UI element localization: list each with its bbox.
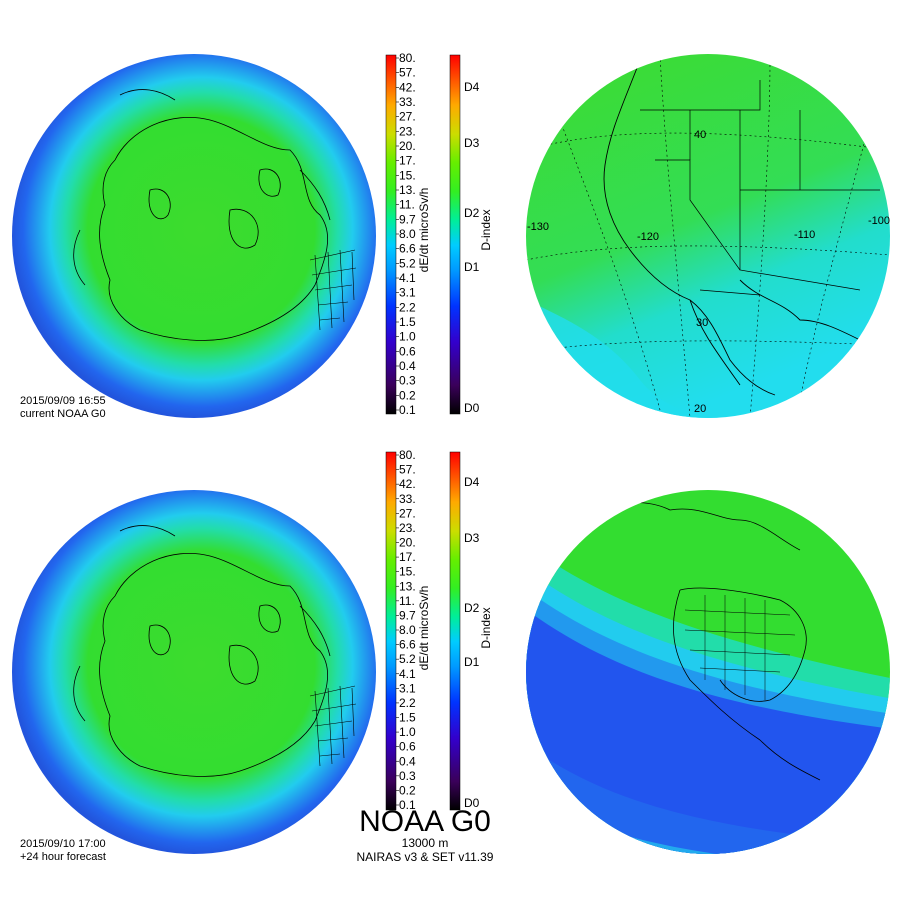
colorbar-tick-label: 2.2 bbox=[399, 696, 416, 710]
timestamp-forecast: 2015/09/10 17:00 +24 hour forecast bbox=[20, 838, 106, 864]
lat-label: 40 bbox=[694, 129, 706, 141]
colorbar-tick-label: 5.2 bbox=[399, 652, 416, 666]
regional-state-borders bbox=[640, 80, 880, 296]
colorbar-tick-label: 2.2 bbox=[399, 300, 416, 314]
footer-altitude: 13000 m bbox=[401, 836, 449, 850]
regional-graticule bbox=[526, 54, 890, 418]
colorbar-tick-label: 3.1 bbox=[399, 286, 416, 300]
dindex-tick-label: D3 bbox=[464, 136, 480, 150]
colorbar-tick-label: 33. bbox=[399, 492, 416, 506]
colorbar-tick-label: 5.2 bbox=[399, 256, 416, 270]
colorbar-tick-label: 4.1 bbox=[399, 667, 416, 681]
colorbar-tick-label: 80. bbox=[399, 51, 416, 65]
dindex-tick-label: D2 bbox=[464, 206, 480, 220]
colorbar-tick-label: 42. bbox=[399, 80, 416, 94]
polar-globe-current bbox=[12, 54, 376, 418]
colorbar-tick-label: 0.2 bbox=[399, 388, 416, 402]
colorbar-tick-label: 8.0 bbox=[399, 623, 416, 637]
colorbar-tick-label: 1.0 bbox=[399, 330, 416, 344]
dindex-tick-label: D4 bbox=[464, 80, 480, 94]
colorbar-tick-label: 11. bbox=[399, 198, 415, 212]
colorbar-tick-label: 27. bbox=[399, 506, 416, 520]
regional-globe-current bbox=[526, 54, 890, 418]
colorbar-tick-label: 0.6 bbox=[399, 740, 416, 754]
colorbar-tick-label: 15. bbox=[399, 565, 416, 579]
colorbar-tick-label: 20. bbox=[399, 139, 416, 153]
dindex-tick-label: D0 bbox=[464, 401, 480, 415]
lon-label: -100 bbox=[868, 215, 890, 227]
dindex-colorbar-label: D-index bbox=[479, 209, 493, 250]
colorbar-tick-label: 8.0 bbox=[399, 227, 416, 241]
dindex-tick-label: D1 bbox=[464, 655, 480, 669]
regional-state-borders bbox=[684, 595, 796, 700]
polar-coastlines bbox=[73, 525, 331, 777]
colorbar-tick-label: 3.1 bbox=[399, 681, 416, 695]
colorbar-tick-label: 80. bbox=[399, 448, 416, 462]
colorbar-tick-label: 9.7 bbox=[399, 608, 416, 622]
colorbar-tick-label: 15. bbox=[399, 168, 416, 182]
colorbar-tick-label: 4.1 bbox=[399, 271, 416, 285]
polar-state-grid bbox=[309, 249, 357, 331]
dose-colorbar-label: dE/dt microSv/h bbox=[417, 586, 431, 671]
dose-colorbar-label: dE/dt microSv/h bbox=[417, 188, 431, 273]
colorbar-tick-label: 20. bbox=[399, 536, 416, 550]
colorbar-tick-label: 6.6 bbox=[399, 242, 416, 256]
colorbar-tick-label: 1.5 bbox=[399, 711, 416, 725]
dindex-tick-label: D2 bbox=[464, 601, 480, 615]
caption-text: current NOAA G0 bbox=[20, 408, 106, 420]
dindex-colorbar-label: D-index bbox=[479, 607, 493, 648]
colorbar-tick-label: 1.5 bbox=[399, 315, 416, 329]
colorbar-tick-label: 11. bbox=[399, 594, 415, 608]
dindex-tick-label: D4 bbox=[464, 475, 480, 489]
timestamp-text: 2015/09/09 16:55 bbox=[20, 395, 106, 407]
colorbar-tick-label: 57. bbox=[399, 66, 416, 80]
footer-title: NOAA G0 bbox=[359, 805, 491, 838]
colorbar-tick-label: 0.4 bbox=[399, 359, 416, 373]
colorbar-tick-label: 0.3 bbox=[399, 374, 416, 388]
regional-globe-forecast bbox=[526, 490, 890, 854]
polar-globe-forecast bbox=[12, 490, 376, 854]
polar-state-grid bbox=[309, 685, 357, 767]
dose-colorbar-bottom: 80.57.42.33.27.23.20.17.15.13.11.9.78.06… bbox=[385, 448, 431, 812]
colorbar-tick-label: 23. bbox=[399, 124, 416, 138]
colorbar-tick-label: 0.1 bbox=[399, 798, 416, 812]
caption-text: +24 hour forecast bbox=[20, 851, 106, 863]
polar-coastlines bbox=[73, 89, 331, 341]
colorbar-tick-label: 13. bbox=[399, 183, 416, 197]
colorbar-tick-label: 42. bbox=[399, 477, 416, 491]
colorbar-tick-label: 0.4 bbox=[399, 754, 416, 768]
lat-label: 30 bbox=[696, 317, 708, 329]
colorbar-tick-label: 0.6 bbox=[399, 344, 416, 358]
dindex-tick-label: D3 bbox=[464, 531, 480, 545]
dindex-colorbar-bottom: D4 D3 D2 D1 D0 D-index bbox=[449, 451, 493, 811]
dindex-tick-label: D0 bbox=[464, 796, 480, 810]
colorbar-tick-label: 9.7 bbox=[399, 212, 416, 226]
footer-model: NAIRAS v3 & SET v11.39 bbox=[356, 850, 494, 864]
colorbar-tick-label: 0.3 bbox=[399, 769, 416, 783]
colorbar-tick-label: 0.1 bbox=[399, 403, 416, 417]
timestamp-current: 2015/09/09 16:55 current NOAA G0 bbox=[20, 395, 106, 421]
lon-label: -120 bbox=[637, 231, 659, 243]
colorbar-tick-label: 13. bbox=[399, 579, 416, 593]
colorbar-tick-label: 1.0 bbox=[399, 725, 416, 739]
timestamp-text: 2015/09/10 17:00 bbox=[20, 838, 106, 850]
colorbar-tick-label: 17. bbox=[399, 154, 416, 168]
lon-label: -110 bbox=[794, 229, 815, 241]
lat-label: 20 bbox=[694, 403, 706, 415]
colorbar-tick-label: 17. bbox=[399, 550, 416, 564]
colorbar-tick-label: 57. bbox=[399, 463, 416, 477]
dindex-tick-label: D1 bbox=[464, 260, 480, 274]
colorbar-tick-label: 6.6 bbox=[399, 638, 416, 652]
colorbar-tick-label: 33. bbox=[399, 95, 416, 109]
colorbar-tick-label: 0.2 bbox=[399, 783, 416, 797]
dindex-colorbar-top: D4 D3 D2 D1 D0 D-index bbox=[449, 54, 493, 415]
dose-colorbar-top: 80.57.42.33.27.23.20.17.15.13.11.9.78.06… bbox=[385, 51, 431, 417]
colorbar-tick-label: 27. bbox=[399, 110, 416, 124]
colorbar-tick-label: 23. bbox=[399, 521, 416, 535]
lon-label: -130 bbox=[527, 221, 549, 233]
regional-grid-labels: -130 -120 -110 -100 40 30 20 bbox=[527, 129, 890, 415]
regional-coastline bbox=[603, 59, 861, 396]
